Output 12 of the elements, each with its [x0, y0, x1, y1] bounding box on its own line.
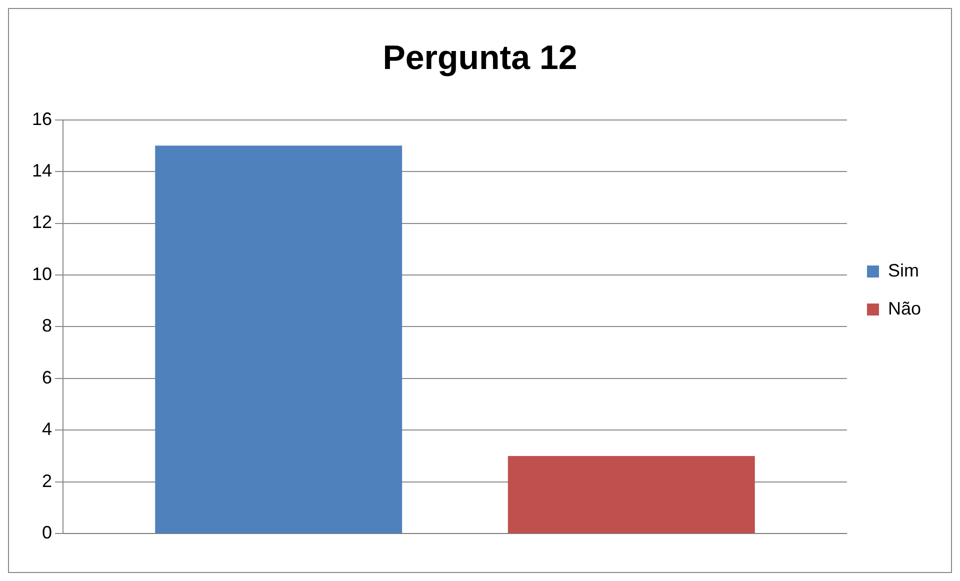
y-tick-label: 8: [42, 316, 52, 336]
y-tick-label: 0: [42, 522, 52, 543]
y-tick-label: 6: [42, 367, 52, 388]
y-tick-label: 12: [32, 212, 52, 232]
y-tick-label: 16: [32, 108, 52, 129]
y-tick-label: 4: [42, 419, 52, 440]
legend-label: Não: [888, 298, 922, 318]
legend-label: Sim: [888, 260, 919, 280]
chart-title: Pergunta 12: [382, 38, 578, 77]
y-tick-label: 10: [32, 264, 52, 284]
y-tick-label: 14: [32, 160, 52, 180]
y-tick-label: 2: [42, 470, 52, 491]
